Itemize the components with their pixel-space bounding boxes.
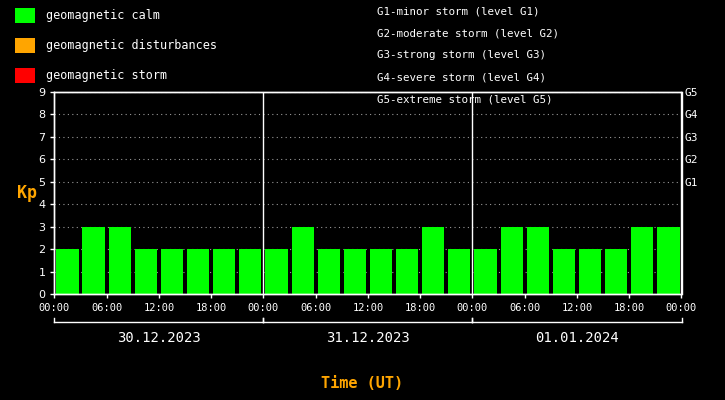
Text: G4-severe storm (level G4): G4-severe storm (level G4) (377, 72, 546, 82)
Text: G3-strong storm (level G3): G3-strong storm (level G3) (377, 50, 546, 60)
Text: G5-extreme storm (level G5): G5-extreme storm (level G5) (377, 94, 552, 104)
Text: geomagnetic disturbances: geomagnetic disturbances (46, 39, 217, 52)
Text: geomagnetic calm: geomagnetic calm (46, 9, 160, 22)
Bar (187, 249, 210, 294)
Bar (552, 249, 575, 294)
Bar (422, 227, 444, 294)
Text: geomagnetic storm: geomagnetic storm (46, 69, 167, 82)
Bar (291, 227, 314, 294)
Text: G2-moderate storm (level G2): G2-moderate storm (level G2) (377, 28, 559, 38)
Bar (57, 249, 78, 294)
Bar (109, 227, 130, 294)
Bar (135, 249, 157, 294)
Text: 31.12.2023: 31.12.2023 (326, 331, 410, 345)
Text: G1-minor storm (level G1): G1-minor storm (level G1) (377, 6, 539, 16)
Bar (161, 249, 183, 294)
Text: 01.01.2024: 01.01.2024 (535, 331, 619, 345)
Text: 30.12.2023: 30.12.2023 (117, 331, 201, 345)
Bar (370, 249, 392, 294)
Y-axis label: Kp: Kp (17, 184, 37, 202)
Bar (474, 249, 497, 294)
Bar (658, 227, 679, 294)
Bar (83, 227, 104, 294)
Bar (448, 249, 471, 294)
Bar (344, 249, 366, 294)
Bar (526, 227, 549, 294)
Bar (605, 249, 627, 294)
Bar (579, 249, 601, 294)
Bar (396, 249, 418, 294)
Bar (631, 227, 653, 294)
Bar (265, 249, 288, 294)
Text: Time (UT): Time (UT) (321, 376, 404, 392)
Bar (213, 249, 236, 294)
Bar (500, 227, 523, 294)
Bar (318, 249, 340, 294)
Bar (239, 249, 262, 294)
